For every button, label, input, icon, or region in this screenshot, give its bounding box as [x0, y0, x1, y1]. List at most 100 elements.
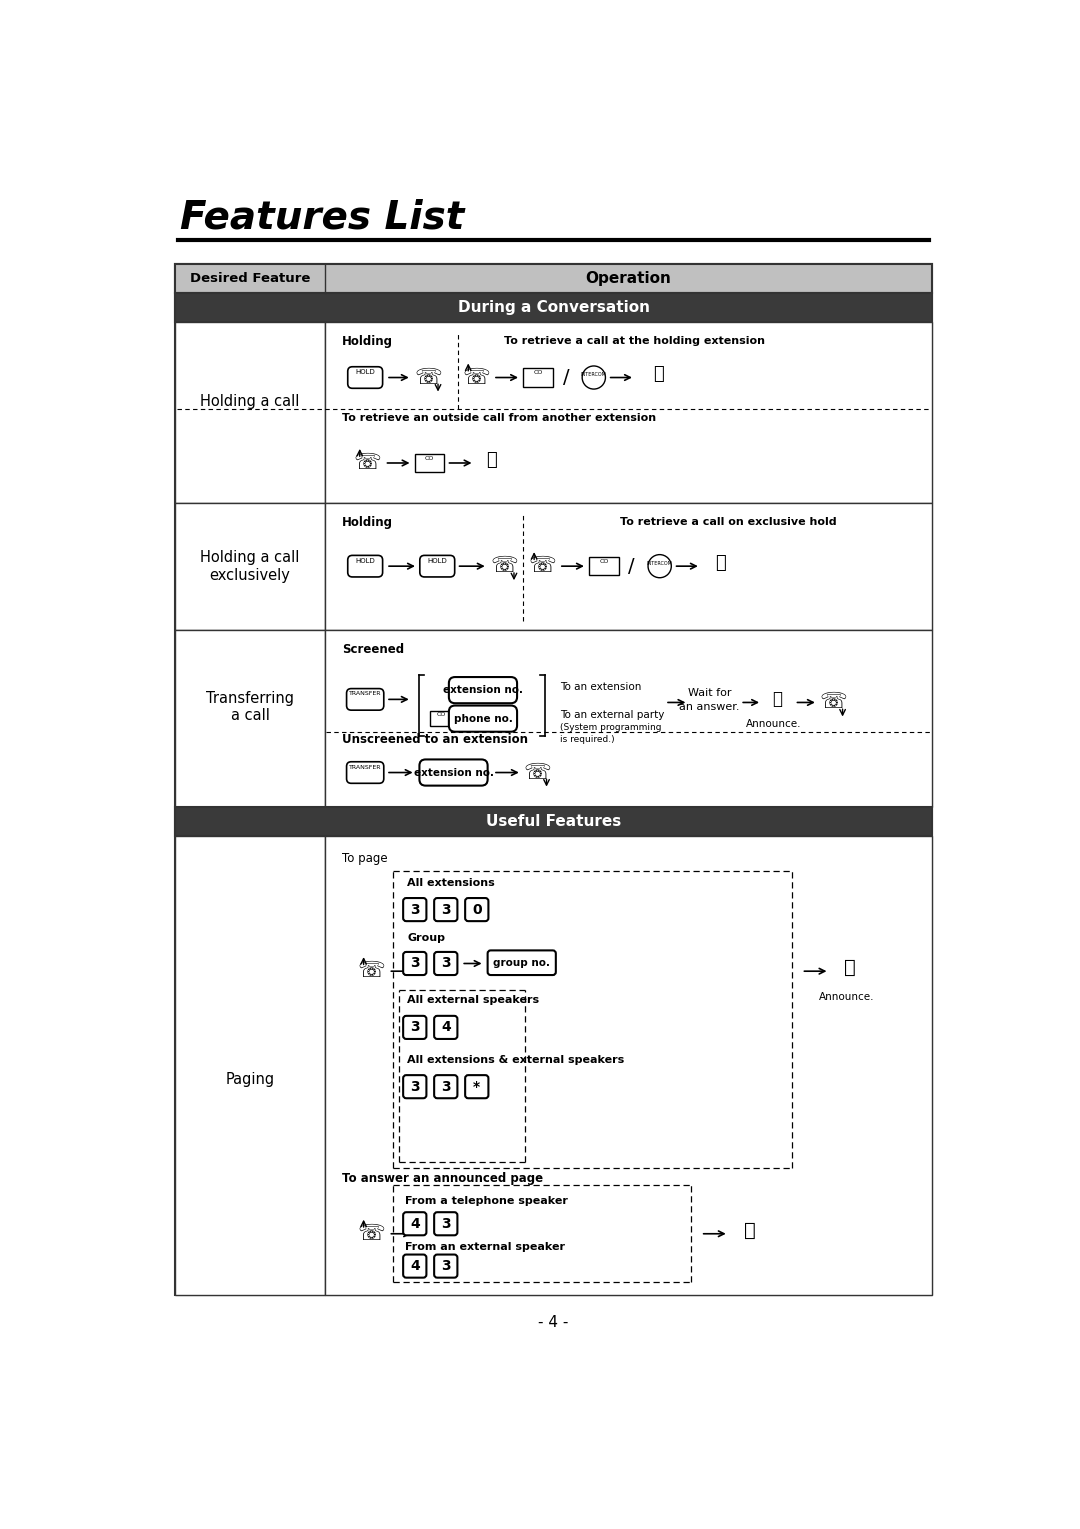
Text: INTERCOM: INTERCOM	[581, 372, 607, 378]
FancyBboxPatch shape	[420, 555, 455, 576]
FancyBboxPatch shape	[347, 688, 383, 709]
Text: 3: 3	[441, 1079, 450, 1093]
Text: 🕪: 🕪	[486, 451, 497, 469]
Text: CO: CO	[599, 560, 608, 564]
Bar	[415, 454, 444, 472]
Text: Desired Feature: Desired Feature	[190, 272, 310, 284]
Text: 4: 4	[410, 1217, 420, 1231]
Text: ☏: ☏	[528, 557, 556, 576]
Text: 4: 4	[410, 1258, 420, 1274]
FancyBboxPatch shape	[434, 953, 458, 976]
Bar	[325, 630, 932, 807]
Text: CO: CO	[534, 370, 542, 376]
Text: HOLD: HOLD	[355, 558, 375, 564]
Bar	[175, 294, 932, 323]
Text: ☏: ☏	[462, 367, 490, 387]
Text: *: *	[473, 1079, 481, 1093]
Bar	[175, 323, 325, 503]
Text: From an external speaker: From an external speaker	[405, 1242, 565, 1252]
Text: /: /	[629, 557, 635, 576]
Text: TRANSFER: TRANSFER	[349, 764, 381, 769]
Text: Screened: Screened	[342, 642, 404, 656]
Text: 🕪: 🕪	[772, 691, 783, 708]
Text: Useful Features: Useful Features	[486, 815, 621, 829]
Text: 0: 0	[472, 902, 482, 916]
Text: To an extension: To an extension	[561, 682, 642, 693]
Text: 3: 3	[410, 902, 420, 916]
Bar	[430, 711, 451, 726]
Text: 3: 3	[441, 957, 450, 971]
Text: 3: 3	[441, 1217, 450, 1231]
Text: CO: CO	[424, 456, 434, 460]
FancyBboxPatch shape	[465, 898, 488, 920]
Text: Group: Group	[407, 933, 445, 943]
Text: (System programming: (System programming	[561, 723, 662, 732]
FancyBboxPatch shape	[403, 1015, 427, 1038]
FancyBboxPatch shape	[403, 953, 427, 976]
FancyBboxPatch shape	[347, 761, 383, 783]
Text: is required.): is required.)	[561, 735, 616, 745]
Bar	[325, 503, 932, 630]
Text: CO: CO	[436, 711, 446, 717]
Text: 🕪: 🕪	[845, 957, 856, 977]
Text: 3: 3	[410, 1079, 420, 1093]
FancyBboxPatch shape	[403, 1212, 427, 1235]
Text: ☏: ☏	[357, 1223, 386, 1243]
Text: Holding: Holding	[342, 515, 393, 529]
Bar	[175, 503, 325, 630]
Text: group no.: group no.	[494, 959, 550, 968]
Text: Holding a call
exclusively: Holding a call exclusively	[201, 550, 300, 583]
Text: HOLD: HOLD	[355, 368, 375, 375]
Text: Holding: Holding	[342, 335, 393, 347]
Text: TRANSFER: TRANSFER	[349, 691, 381, 697]
FancyBboxPatch shape	[449, 677, 517, 703]
FancyBboxPatch shape	[348, 555, 382, 576]
Text: 4: 4	[441, 1020, 450, 1035]
Text: To an external party: To an external party	[561, 709, 665, 720]
Text: ☏: ☏	[490, 557, 518, 576]
FancyBboxPatch shape	[403, 898, 427, 920]
Text: - 4 -: - 4 -	[538, 1315, 569, 1330]
Bar	[175, 807, 932, 836]
Text: Unscreened to an extension: Unscreened to an extension	[342, 732, 528, 746]
Text: All extensions & external speakers: All extensions & external speakers	[407, 1055, 624, 1064]
Text: 🕪: 🕪	[652, 365, 663, 384]
Bar	[175, 836, 325, 1295]
Text: an answer.: an answer.	[679, 702, 740, 713]
FancyBboxPatch shape	[449, 705, 517, 732]
Text: 3: 3	[410, 1020, 420, 1035]
Text: Holding a call: Holding a call	[201, 393, 300, 408]
Text: To answer an announced page: To answer an announced page	[342, 1171, 543, 1185]
Text: Operation: Operation	[585, 271, 672, 286]
FancyBboxPatch shape	[434, 898, 458, 920]
Text: phone no.: phone no.	[454, 714, 512, 723]
Text: To retrieve a call at the holding extension: To retrieve a call at the holding extens…	[504, 336, 766, 347]
Text: 🕪: 🕪	[715, 553, 726, 572]
FancyBboxPatch shape	[434, 1075, 458, 1098]
Text: HOLD: HOLD	[428, 558, 447, 564]
Circle shape	[648, 555, 672, 578]
FancyBboxPatch shape	[488, 951, 556, 976]
Text: All extensions: All extensions	[407, 878, 495, 888]
Text: During a Conversation: During a Conversation	[458, 300, 649, 315]
Text: ☏: ☏	[415, 367, 443, 387]
FancyBboxPatch shape	[419, 760, 488, 786]
FancyBboxPatch shape	[465, 1075, 488, 1098]
Text: To retrieve an outside call from another extension: To retrieve an outside call from another…	[342, 413, 656, 424]
FancyBboxPatch shape	[403, 1075, 427, 1098]
Text: ☏: ☏	[357, 962, 386, 982]
Text: Paging: Paging	[226, 1072, 274, 1087]
FancyBboxPatch shape	[403, 1255, 427, 1278]
Text: INTERCOM: INTERCOM	[647, 561, 673, 566]
Text: extension no.: extension no.	[443, 685, 523, 696]
Bar	[590, 557, 619, 575]
Bar	[524, 368, 553, 387]
Text: From a telephone speaker: From a telephone speaker	[405, 1196, 568, 1206]
Text: Transferring
a call: Transferring a call	[206, 691, 294, 723]
FancyBboxPatch shape	[434, 1212, 458, 1235]
Text: /: /	[563, 368, 569, 387]
Text: Features List: Features List	[180, 199, 464, 237]
Text: ☏: ☏	[353, 453, 381, 472]
Text: 🕪: 🕪	[744, 1222, 755, 1240]
Text: 3: 3	[441, 902, 450, 916]
